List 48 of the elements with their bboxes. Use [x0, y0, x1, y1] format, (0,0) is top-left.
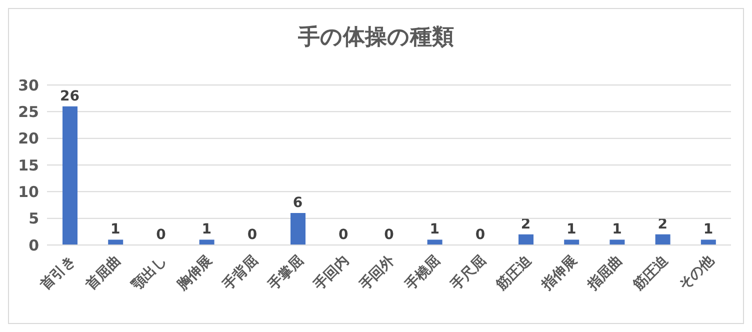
data-label: 2 — [658, 216, 668, 232]
y-tick-label: 5 — [28, 210, 39, 228]
bar — [62, 106, 78, 245]
x-tick-label: その他 — [676, 252, 718, 294]
y-tick-label: 10 — [18, 182, 39, 201]
x-tick-label: 手回内 — [310, 252, 352, 294]
data-label: 0 — [156, 227, 166, 243]
data-label: 1 — [566, 222, 576, 238]
y-tick-label: 0 — [28, 236, 39, 254]
y-tick-label: 25 — [18, 102, 39, 121]
bar — [518, 234, 534, 245]
data-label: 1 — [703, 222, 714, 238]
data-label: 1 — [612, 222, 622, 238]
bar — [427, 240, 442, 245]
data-label: 0 — [384, 227, 394, 243]
y-tick-label: 15 — [18, 156, 39, 174]
data-label: 0 — [475, 227, 486, 243]
x-tick-label: 首引き — [36, 252, 79, 294]
bar — [655, 234, 670, 245]
data-label: 26 — [60, 88, 80, 104]
x-tick-label: 手尺屈 — [446, 252, 490, 294]
x-tick-label: 手回外 — [355, 251, 399, 294]
x-tick-label: 胸伸展 — [174, 252, 216, 294]
bar — [610, 240, 625, 245]
data-label: 0 — [247, 227, 258, 243]
bar — [700, 240, 716, 245]
data-label: 1 — [202, 222, 212, 238]
x-tick-label: 指屈曲 — [584, 252, 626, 294]
x-tick-label: 首屈曲 — [82, 252, 124, 294]
data-label: 1 — [110, 222, 120, 238]
bar — [108, 240, 124, 245]
x-tick-label: 手掌屈 — [264, 252, 307, 294]
y-tick-label: 20 — [18, 130, 39, 148]
bar — [290, 213, 306, 245]
data-label: 2 — [520, 216, 531, 232]
chart-title: 手の体操の種類 — [297, 24, 455, 52]
y-tick-label: 30 — [18, 76, 39, 94]
x-tick-label: 手背屈 — [218, 252, 262, 294]
x-tick-label: 筋圧迫 — [492, 252, 536, 294]
x-tick-label: 手橈屈 — [401, 252, 444, 294]
data-label: 6 — [292, 195, 303, 211]
x-tick-label: 顎出し — [128, 252, 170, 294]
bar — [199, 240, 214, 245]
x-tick-label: 筋圧迫 — [630, 252, 672, 294]
bar — [564, 240, 580, 245]
data-label: 1 — [430, 222, 440, 238]
data-label: 0 — [338, 227, 349, 243]
x-tick-label: 指伸展 — [538, 252, 580, 294]
